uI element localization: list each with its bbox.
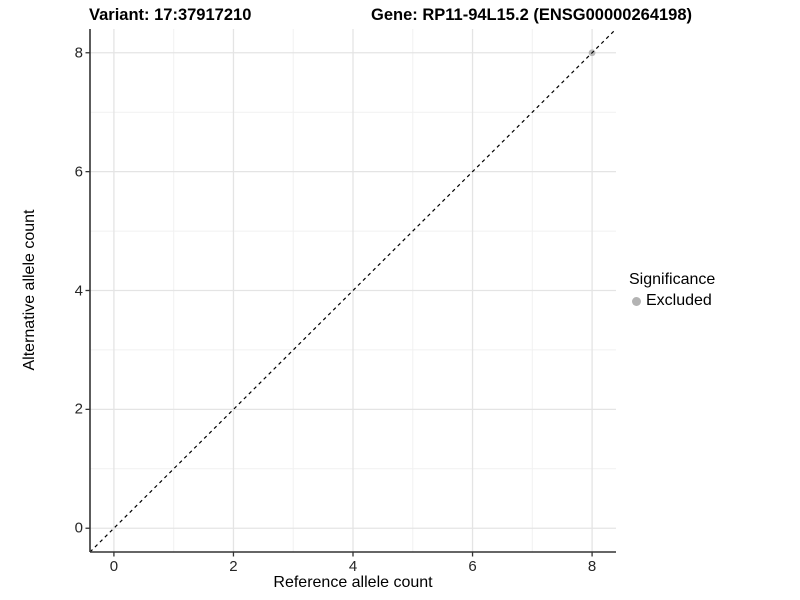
x-tick-label: 2 bbox=[229, 558, 238, 575]
y-tick-label: 2 bbox=[74, 400, 83, 418]
gene-title: Gene: RP11-94L15.2 (ENSG00000264198) bbox=[371, 6, 693, 24]
x-axis-title: Reference allele count bbox=[273, 574, 433, 591]
legend-item-excluded: Excluded bbox=[629, 292, 715, 310]
x-tick-label: 8 bbox=[587, 558, 597, 575]
legend: Significance Excluded bbox=[629, 271, 715, 310]
legend-item-label: Excluded bbox=[646, 292, 712, 309]
legend-title: Significance bbox=[629, 271, 716, 288]
x-tick-label: 6 bbox=[468, 558, 477, 575]
y-tick-label: 0 bbox=[74, 519, 83, 537]
excluded-point-swatch bbox=[632, 296, 641, 306]
x-tick-label: 0 bbox=[109, 558, 119, 575]
y-tick-label: 6 bbox=[74, 163, 83, 181]
x-tick-label: 4 bbox=[348, 558, 358, 575]
y-tick-label: 4 bbox=[74, 282, 83, 299]
variant-title: Variant: 17:37917210 bbox=[89, 6, 252, 24]
y-tick-label: 8 bbox=[74, 44, 83, 62]
identity-line bbox=[89, 28, 617, 553]
